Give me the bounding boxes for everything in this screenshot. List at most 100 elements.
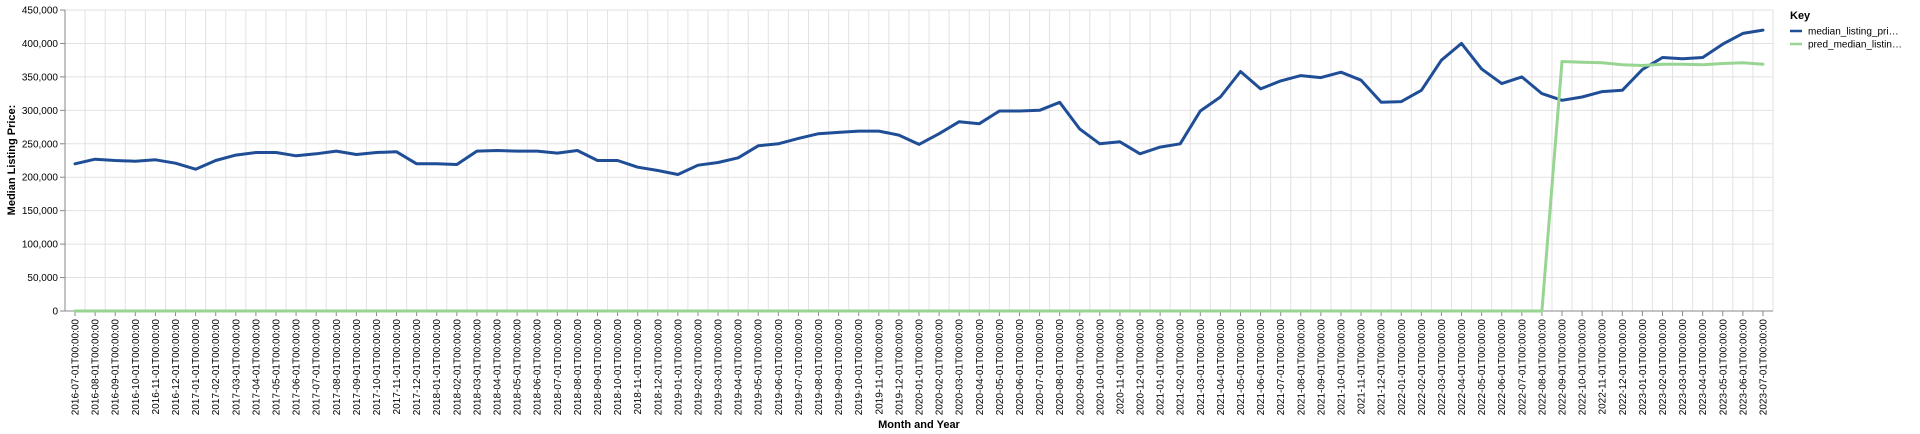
x-tick-label: 2020-02-01T00:00:00 (935, 319, 946, 416)
x-tick-label: 2017-05-01T00:00:00 (271, 319, 282, 416)
x-tick-label: 2022-11-01T00:00:00 (1598, 319, 1609, 415)
x-tick-label: 2016-10-01T00:00:00 (131, 319, 142, 416)
series-line-1 (73, 60, 1765, 313)
x-tick-label: 2023-04-01T00:00:00 (1698, 319, 1709, 416)
x-tick-label: 2019-01-01T00:00:00 (673, 319, 684, 416)
x-tick-label: 2019-04-01T00:00:00 (734, 319, 745, 416)
x-tick-label: 2021-12-01T00:00:00 (1377, 319, 1388, 416)
x-tick-label: 2017-11-01T00:00:00 (392, 319, 403, 415)
x-tick-label: 2018-12-01T00:00:00 (653, 319, 664, 416)
x-tick-label: 2017-03-01T00:00:00 (231, 319, 242, 416)
x-tick-label: 2018-10-01T00:00:00 (613, 319, 624, 416)
x-tick-label: 2021-09-01T00:00:00 (1316, 319, 1327, 416)
x-axis: 2016-07-01T00:00:00 2016-08-01T00:00:00 20… (65, 310, 1773, 416)
y-tick-label: 350,000 (22, 72, 59, 83)
legend-label-0: median_listing_pri… (1808, 27, 1899, 38)
x-tick-label: 2021-02-01T00:00:00 (1176, 319, 1187, 416)
x-tick-label: 2019-08-01T00:00:00 (814, 319, 825, 416)
x-tick-label: 2016-11-01T00:00:00 (151, 319, 162, 415)
x-tick-label: 2020-08-01T00:00:00 (1055, 319, 1066, 416)
x-tick-label: 2017-12-01T00:00:00 (412, 319, 423, 416)
x-tick-label: 2021-11-01T00:00:00 (1357, 319, 1368, 415)
x-tick-label: 2023-02-01T00:00:00 (1658, 319, 1669, 416)
x-tick-label: 2019-02-01T00:00:00 (693, 319, 704, 416)
x-tick-label: 2019-09-01T00:00:00 (834, 319, 845, 416)
x-tick-label: 2023-01-01T00:00:00 (1638, 319, 1649, 416)
x-tick-label: 2019-07-01T00:00:00 (794, 319, 805, 416)
y-tick-label: 150,000 (22, 206, 59, 217)
x-tick-label: 2018-07-01T00:00:00 (553, 319, 564, 416)
x-tick-label: 2021-10-01T00:00:00 (1336, 319, 1347, 416)
x-tick-label: 2017-10-01T00:00:00 (372, 319, 383, 416)
x-tick-label: 2022-06-01T00:00:00 (1497, 319, 1508, 416)
x-tick-label: 2019-05-01T00:00:00 (754, 319, 765, 416)
x-tick-label: 2017-04-01T00:00:00 (251, 319, 262, 416)
x-tick-label: 2022-05-01T00:00:00 (1477, 319, 1488, 416)
y-tick-label: 50,000 (27, 273, 58, 284)
x-tick-label: 2022-02-01T00:00:00 (1417, 319, 1428, 416)
x-tick-label: 2020-12-01T00:00:00 (1136, 319, 1147, 416)
x-tick-label: 2018-11-01T00:00:00 (633, 319, 644, 415)
y-axis: 0 50,000 100,000 150,000 200,000 250,000 300,0… (22, 6, 66, 318)
x-tick-label: 2021-04-01T00:00:00 (1216, 319, 1227, 416)
series-line-0 (73, 28, 1765, 176)
x-tick-label: 2019-10-01T00:00:00 (854, 319, 865, 416)
x-tick-label: 2021-05-01T00:00:00 (1236, 319, 1247, 416)
x-tick-label: 2020-06-01T00:00:00 (1015, 319, 1026, 416)
x-tick-label: 2016-08-01T00:00:00 (91, 319, 102, 416)
x-axis-title: Month and Year (878, 419, 960, 431)
x-tick-label: 2023-06-01T00:00:00 (1738, 319, 1749, 416)
grid (64, 9, 1774, 312)
legend-label-1: pred_median_listin… (1808, 40, 1902, 51)
x-tick-label: 2022-04-01T00:00:00 (1457, 319, 1468, 416)
series-lines (73, 28, 1765, 313)
x-tick-label: 2022-10-01T00:00:00 (1578, 319, 1589, 416)
x-tick-label: 2017-01-01T00:00:00 (191, 319, 202, 416)
x-tick-label: 2019-03-01T00:00:00 (714, 319, 725, 416)
y-tick-label: 100,000 (22, 240, 59, 251)
x-tick-label: 2022-12-01T00:00:00 (1618, 319, 1629, 416)
x-tick-label: 2018-09-01T00:00:00 (593, 319, 604, 416)
x-tick-label: 2016-09-01T00:00:00 (111, 319, 122, 416)
x-tick-label: 2016-12-01T00:00:00 (171, 319, 182, 416)
y-tick-label: 0 (52, 307, 58, 318)
y-tick-label: 300,000 (22, 106, 59, 117)
x-tick-label: 2021-07-01T00:00:00 (1276, 319, 1287, 416)
x-tick-label: 2019-12-01T00:00:00 (894, 319, 905, 416)
x-tick-label: 2023-05-01T00:00:00 (1718, 319, 1729, 416)
x-tick-label: 2020-07-01T00:00:00 (1035, 319, 1046, 416)
x-tick-label: 2018-06-01T00:00:00 (533, 319, 544, 416)
x-tick-label: 2023-07-01T00:00:00 (1758, 319, 1769, 416)
legend: Key median_listing_pri… pred_median_listi… (1790, 10, 1902, 51)
y-tick-label: 450,000 (22, 6, 59, 17)
x-tick-label: 2020-03-01T00:00:00 (955, 319, 966, 416)
x-tick-label: 2019-06-01T00:00:00 (774, 319, 785, 416)
x-tick-label: 2020-10-01T00:00:00 (1095, 319, 1106, 416)
x-tick-label: 2018-08-01T00:00:00 (573, 319, 584, 416)
x-tick-label: 2019-11-01T00:00:00 (874, 319, 885, 415)
x-tick-label: 2021-03-01T00:00:00 (1196, 319, 1207, 416)
x-tick-label: 2018-04-01T00:00:00 (493, 319, 504, 416)
x-tick-label: 2018-03-01T00:00:00 (472, 319, 483, 416)
x-tick-label: 2022-09-01T00:00:00 (1558, 319, 1569, 416)
x-tick-label: 2020-11-01T00:00:00 (1115, 319, 1126, 415)
x-tick-label: 2021-01-01T00:00:00 (1156, 319, 1167, 416)
y-tick-label: 250,000 (22, 139, 59, 150)
x-tick-label: 2017-07-01T00:00:00 (312, 319, 323, 416)
x-tick-label: 2018-01-01T00:00:00 (432, 319, 443, 416)
y-axis-title: Median Listing Price: (6, 105, 18, 216)
x-tick-label: 2017-08-01T00:00:00 (332, 319, 343, 416)
x-tick-label: 2022-03-01T00:00:00 (1437, 319, 1448, 416)
x-tick-label: 2022-07-01T00:00:00 (1517, 319, 1528, 416)
x-tick-label: 2021-06-01T00:00:00 (1256, 319, 1267, 416)
x-tick-label: 2020-01-01T00:00:00 (915, 319, 926, 416)
x-tick-label: 2017-02-01T00:00:00 (211, 319, 222, 416)
x-tick-label: 2021-08-01T00:00:00 (1296, 319, 1307, 416)
x-tick-label: 2017-06-01T00:00:00 (292, 319, 303, 416)
y-tick-label: 400,000 (22, 39, 59, 50)
x-tick-label: 2018-02-01T00:00:00 (452, 319, 463, 416)
x-tick-label: 2020-04-01T00:00:00 (975, 319, 986, 416)
x-tick-label: 2020-09-01T00:00:00 (1075, 319, 1086, 416)
x-tick-label: 2023-03-01T00:00:00 (1678, 319, 1689, 416)
